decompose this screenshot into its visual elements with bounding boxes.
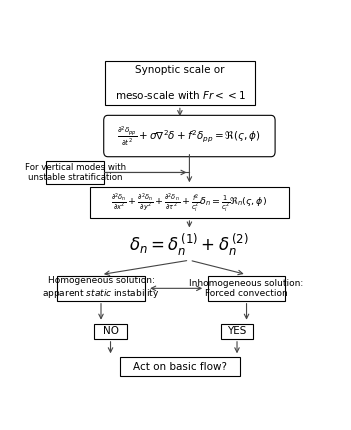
FancyBboxPatch shape: [90, 187, 289, 218]
Text: Synoptic scale or

meso-scale with $Fr << 1$: Synoptic scale or meso-scale with $Fr <<…: [114, 65, 245, 101]
FancyBboxPatch shape: [221, 324, 253, 339]
FancyBboxPatch shape: [120, 357, 240, 376]
Text: $\delta_n = \delta_n^{\,(1)} + \delta_n^{\,(2)}$: $\delta_n = \delta_n^{\,(1)} + \delta_n^…: [130, 232, 249, 258]
Text: YES: YES: [227, 326, 247, 336]
Text: NO: NO: [102, 326, 119, 336]
Text: $\frac{\partial^2\delta_{pp}}{\partial t^2} + \sigma\nabla^2\delta + f^2\delta_{: $\frac{\partial^2\delta_{pp}}{\partial t…: [118, 124, 261, 148]
FancyBboxPatch shape: [208, 276, 285, 301]
FancyBboxPatch shape: [94, 324, 127, 339]
Text: Act on basic flow?: Act on basic flow?: [133, 362, 227, 372]
Text: Homogeneous solution:
apparent $\mathit{static}$ instability: Homogeneous solution: apparent $\mathit{…: [42, 276, 160, 300]
Text: Inhomogeneous solution:
Forced convection: Inhomogeneous solution: Forced convectio…: [190, 279, 304, 298]
FancyBboxPatch shape: [105, 61, 255, 105]
Text: For vertical modes with
unstable stratification: For vertical modes with unstable stratif…: [25, 163, 126, 182]
FancyBboxPatch shape: [58, 276, 145, 301]
FancyBboxPatch shape: [46, 161, 104, 184]
FancyBboxPatch shape: [104, 115, 275, 157]
Text: $\frac{\partial^2\delta_n}{\partial x^2} + \frac{\partial^2\delta_n}{\partial y^: $\frac{\partial^2\delta_n}{\partial x^2}…: [111, 191, 267, 214]
